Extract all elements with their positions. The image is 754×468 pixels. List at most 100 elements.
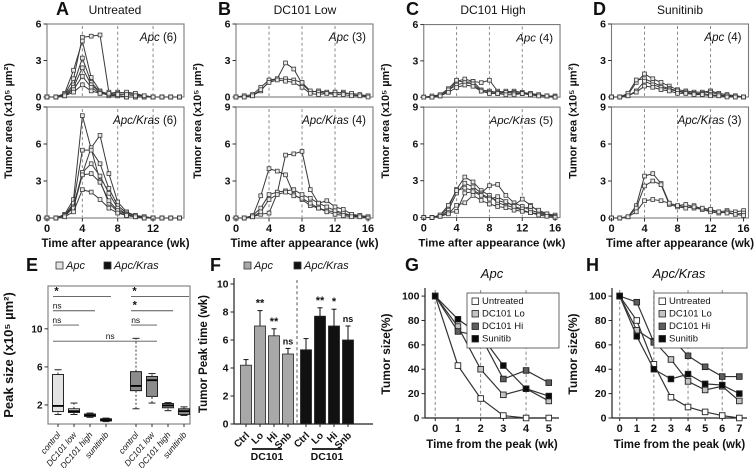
y-tick-label: 6 — [37, 362, 43, 373]
data-point-marker — [97, 32, 103, 38]
legend-label: Sunitib — [669, 334, 698, 345]
data-point-marker — [299, 195, 305, 201]
data-point-marker — [650, 178, 656, 184]
data-point-marker — [283, 60, 288, 66]
data-point-marker — [642, 83, 647, 89]
data-point-marker — [332, 204, 338, 210]
series-line — [434, 295, 549, 419]
data-point-marker — [503, 92, 509, 98]
y-tick-label: 80 — [408, 315, 420, 327]
data-point-marker — [115, 92, 121, 97]
data-point-marker — [454, 316, 462, 323]
data-point-marker — [519, 209, 525, 214]
plot-frame — [610, 106, 750, 219]
y-tick-label: 3 — [412, 56, 418, 67]
data-point-marker — [106, 191, 112, 196]
x-tick-label: 8 — [674, 223, 680, 235]
data-point-marker — [528, 210, 533, 215]
data-point-marker — [683, 91, 689, 96]
data-point-marker — [684, 403, 692, 411]
data-point-marker — [691, 204, 697, 210]
y-tick-label: 6 — [36, 139, 42, 151]
x-tick-label: 4 — [523, 423, 530, 435]
data-point-marker — [519, 196, 525, 202]
data-point-marker — [633, 317, 641, 324]
data-point-marker — [283, 152, 288, 158]
data-point-marker — [500, 412, 507, 419]
data-point-marker — [80, 65, 85, 71]
data-point-marker — [650, 171, 656, 176]
data-point-marker — [71, 89, 76, 95]
legend-label: Untreated — [669, 296, 711, 307]
x-tick-label: 8 — [486, 222, 492, 234]
data-point-marker — [667, 356, 675, 363]
data-point-marker — [80, 187, 85, 192]
data-point-marker — [642, 183, 647, 189]
data-point-marker — [470, 189, 476, 195]
data-point-marker — [617, 94, 623, 100]
y-axis-label: Peak size (x10⁵ µm²) — [1, 292, 16, 418]
data-point-marker — [625, 214, 631, 220]
series-line — [434, 295, 549, 397]
data-point-marker — [633, 333, 641, 340]
data-point-marker — [177, 94, 182, 100]
data-point-marker — [80, 82, 85, 88]
data-point-marker — [80, 35, 85, 40]
x-tick-label: 2 — [478, 423, 484, 435]
legend-label: DC101 Hi — [669, 321, 710, 332]
legend-label: Untreated — [482, 296, 524, 307]
x-tick-label: 4 — [685, 423, 692, 435]
data-point-marker — [258, 87, 264, 93]
data-point-marker — [324, 209, 330, 215]
data-point-marker — [503, 205, 509, 210]
data-point-marker — [658, 87, 664, 93]
tumor-trace — [47, 84, 180, 98]
data-point-marker — [667, 375, 675, 383]
data-point-marker — [545, 379, 553, 386]
data-point-marker — [266, 197, 272, 202]
data-point-marker — [97, 173, 103, 179]
category-label: Lo — [250, 430, 266, 446]
y-tick-label: 20 — [408, 388, 420, 400]
x-tick-label: 0 — [608, 223, 614, 235]
data-point-marker — [316, 92, 321, 97]
data-point-marker — [80, 172, 85, 178]
box — [52, 374, 64, 413]
data-point-marker — [97, 179, 103, 185]
data-point-marker — [258, 209, 264, 215]
y-tick-label: 0 — [412, 213, 418, 224]
data-point-marker — [429, 215, 435, 220]
data-point-marker — [97, 161, 103, 167]
y-tick-label: 2 — [223, 391, 229, 403]
box — [130, 371, 142, 392]
data-point-marker — [307, 187, 313, 192]
data-point-marker — [324, 198, 330, 204]
data-point-marker — [177, 215, 182, 221]
data-point-marker — [462, 76, 468, 82]
y-tick-label: 6 — [412, 139, 418, 150]
y-tick-label: 0 — [36, 92, 42, 104]
data-point-marker — [736, 390, 743, 397]
x-axis-label: Time after appearance (wk) — [230, 238, 378, 250]
data-point-marker — [454, 188, 459, 193]
y-tick-label: 9 — [412, 103, 418, 114]
x-tick-label: 16 — [362, 223, 374, 235]
data-point-marker — [528, 204, 533, 209]
data-point-marker — [503, 199, 509, 204]
data-point-marker — [462, 180, 468, 186]
x-tick-label: 0 — [44, 223, 50, 235]
y-tick-label: 60 — [408, 339, 420, 351]
data-point-marker — [633, 298, 641, 306]
x-axis-label: Time after appearance (wk) — [41, 238, 189, 250]
data-point-marker — [124, 92, 129, 97]
data-point-marker — [446, 211, 451, 217]
panel-g-chart: 0 20 40 60 80 100 0 1 2 3 4 5 Untreated DC101 LoDC101… — [379, 288, 560, 451]
data-point-marker — [487, 201, 492, 207]
legend-box — [466, 292, 560, 349]
data-point-marker — [701, 380, 709, 388]
tumor-trace — [47, 39, 180, 98]
significance-label: ns — [343, 314, 354, 324]
group-label: DC101 — [251, 451, 284, 463]
legend-label: Apc/Kras — [303, 260, 349, 272]
legend-swatch — [658, 297, 666, 305]
